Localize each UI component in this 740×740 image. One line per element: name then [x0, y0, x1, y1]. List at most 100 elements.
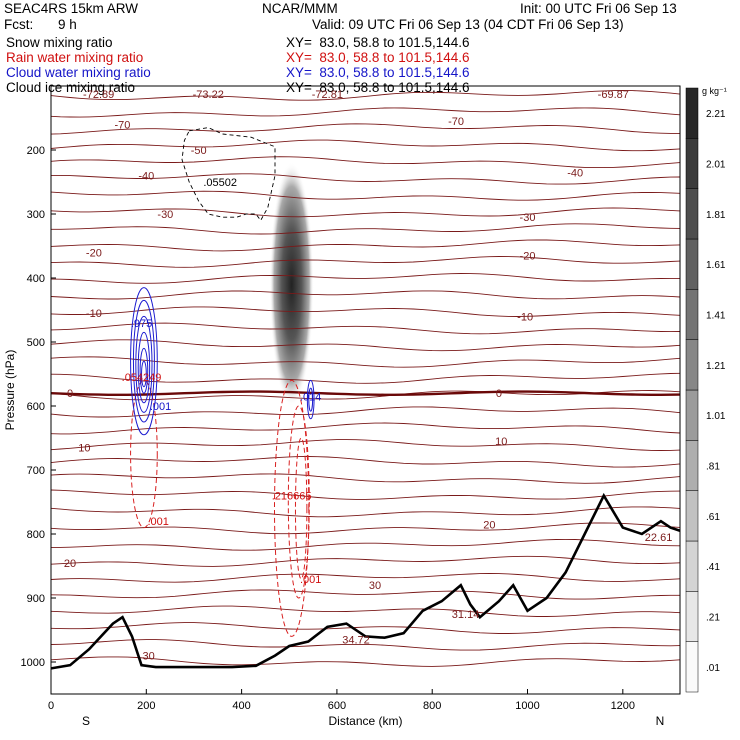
colorbar-tick-label: .81 [706, 462, 720, 473]
isotherm-line [51, 656, 680, 667]
maximum-label: 31.14 [452, 609, 480, 621]
field-xy-cloudice: XY= 83.0, 58.8 to 101.5,144.6 [286, 80, 470, 95]
isotherm-line [51, 555, 680, 567]
colorbar-segment [685, 289, 699, 340]
colorbar-tick-label: 1.81 [706, 210, 726, 221]
isotherm-label: 30 [369, 580, 381, 592]
cloud-water-contour [308, 387, 314, 412]
colorbar-tick-label: 2.01 [706, 160, 726, 171]
isotherm-line [51, 573, 680, 583]
plot-frame [50, 85, 681, 695]
init-time: Init: 00 UTC Fri 06 Sep 13 [520, 1, 677, 16]
isotherm-line [51, 173, 680, 185]
field-name-rain: Rain water mixing ratio [6, 50, 144, 65]
x-tick-label: 800 [423, 700, 441, 712]
field-xy-rain: XY= 83.0, 58.8 to 101.5,144.6 [286, 50, 470, 65]
colorbar-tick-label: 1.21 [706, 361, 726, 372]
field-xy-cloudwater: XY= 83.0, 58.8 to 101.5,144.6 [286, 65, 470, 80]
maximum-label: 22.61 [645, 532, 673, 544]
isotherm-line [51, 422, 680, 435]
isotherm-line [51, 538, 680, 551]
field-name-cloudice: Cloud ice mixing ratio [6, 80, 136, 95]
isotherm-label: -40 [138, 171, 154, 183]
isotherm-line [51, 439, 680, 451]
colorbar-tick-label: 1.01 [706, 411, 726, 422]
valid-time: Valid: 09 UTC Fri 06 Sep 13 (04 CDT Fri … [312, 17, 624, 32]
isotherm-line [51, 207, 680, 218]
rain-contour [130, 379, 158, 529]
isotherm-label: -70 [448, 116, 464, 128]
fcst-value: 9 h [58, 17, 77, 32]
maximum-label: .001 [150, 401, 171, 413]
x-tick-label: 1000 [515, 700, 539, 712]
isotherm-line [51, 605, 680, 617]
isotherm-line [51, 356, 680, 368]
isotherm-line [51, 223, 680, 235]
isotherm-line [51, 123, 680, 135]
y-tick-label: 200 [27, 145, 45, 157]
isotherm-line [51, 622, 680, 634]
isotherm-label: 10 [78, 443, 90, 455]
maximum-label: .001 [148, 516, 169, 528]
cloud-water-contour [135, 315, 153, 413]
isotherm-label: 10 [495, 436, 507, 448]
x-tick-label: 200 [137, 700, 155, 712]
colorbar-segment [685, 188, 699, 240]
y-tick-label: 900 [27, 593, 45, 605]
x-axis-label: Distance (km) [328, 714, 402, 728]
cloud-water-contour [141, 360, 147, 388]
isotherm-label: -20 [520, 251, 536, 263]
isotherm-line [51, 107, 680, 118]
top-temperature-label: -72.81 [312, 89, 343, 101]
terrain-surface [51, 492, 680, 670]
isotherm-line [51, 239, 680, 252]
y-tick-label: 600 [27, 401, 45, 413]
isotherm-label: 0 [496, 388, 502, 400]
maximum-label: .975 [131, 318, 152, 330]
y-tick-label: 1000 [21, 657, 45, 669]
cloud-water-contour [137, 331, 151, 404]
maximum-label: .001 [300, 574, 321, 586]
isotherm-line [51, 639, 680, 651]
field-name-snow: Snow mixing ratio [6, 35, 113, 50]
field-xy-snow: XY= 83.0, 58.8 to 101.5,144.6 [286, 35, 470, 50]
model-title: SEAC4RS 15km ARW [4, 1, 139, 16]
x-tick-label: 0 [48, 700, 54, 712]
colorbar-tick-label: 1.61 [706, 260, 726, 271]
isotherm-line [51, 273, 680, 284]
isotherm-label: -10 [86, 308, 102, 320]
colorbar-segment [685, 389, 699, 441]
isotherm-label: -30 [157, 209, 173, 221]
isotherm-line [51, 522, 680, 535]
isotherm-line [51, 139, 680, 152]
colorbar-segment [685, 641, 699, 693]
isotherm-line [51, 589, 680, 600]
isotherm-line [51, 190, 680, 201]
top-temperature-label: -73.22 [193, 89, 224, 101]
isotherm-label: 0 [67, 388, 73, 400]
colorbar-segment [685, 238, 699, 290]
y-tick-label: 400 [27, 273, 45, 285]
rain-contour [294, 437, 308, 580]
maximum-label: .216665 [272, 491, 312, 503]
x-end-label-south: S [82, 714, 90, 728]
x-tick-label: 600 [328, 700, 346, 712]
isotherm-label: -10 [517, 311, 533, 323]
colorbar-segment [685, 490, 699, 542]
isotherm-line [51, 339, 680, 352]
cloud-water-contour [139, 347, 149, 394]
isotherm-line [51, 90, 680, 101]
maximum-label: .054249 [122, 372, 162, 384]
isotherm-label: 30 [143, 651, 155, 663]
colorbar-tick-label: 1.41 [706, 311, 726, 322]
isotherm-line [51, 256, 680, 268]
colorbar-segment [685, 440, 699, 491]
x-tick-label: 1200 [611, 700, 635, 712]
isotherm-label: -20 [86, 247, 102, 259]
isotherm-line [51, 372, 680, 384]
colorbar-tick-label: .01 [706, 663, 720, 674]
y-tick-label: 800 [27, 529, 45, 541]
colorbar-tick-label: .61 [706, 512, 720, 523]
isotherm-line [51, 506, 680, 518]
